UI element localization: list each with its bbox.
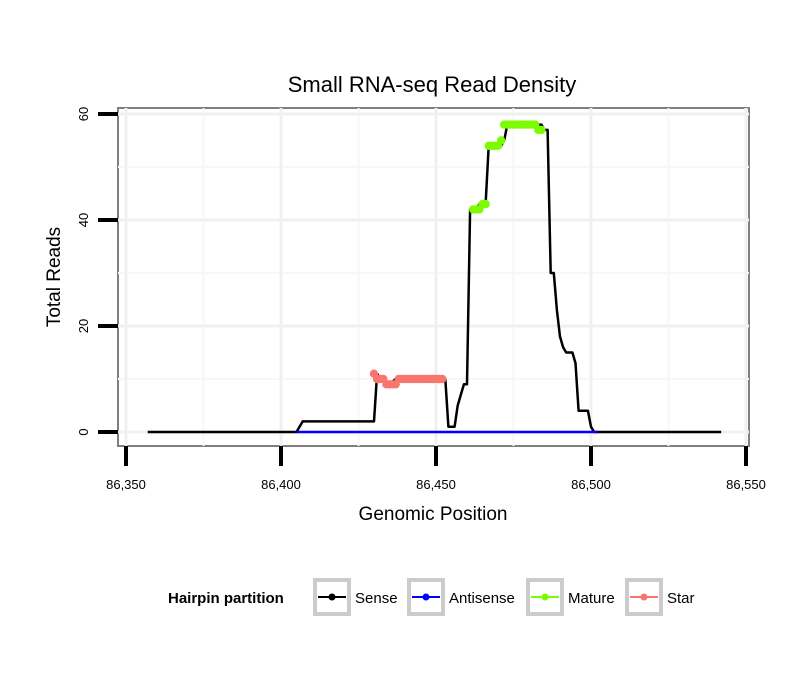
x-axis-title: Genomic Position xyxy=(359,504,508,525)
legend-label-star: Star xyxy=(667,590,695,607)
y-axis: 0 20 40 60 xyxy=(76,107,118,436)
y-tick-label: 20 xyxy=(76,319,91,333)
x-tick-label: 86,450 xyxy=(416,477,456,492)
legend-label-antisense: Antisense xyxy=(449,590,515,607)
legend-title: Hairpin partition xyxy=(168,590,284,607)
x-axis: 86,350 86,400 86,450 86,500 86,550 xyxy=(106,446,766,492)
y-tick-label: 40 xyxy=(76,213,91,227)
y-axis-title: Total Reads xyxy=(44,227,65,327)
y-tick-label: 60 xyxy=(76,107,91,121)
legend-label-sense: Sense xyxy=(355,590,398,607)
plot-panel xyxy=(117,107,750,447)
legend: Hairpin partition Sense Antisense Mature St… xyxy=(168,578,695,616)
chart-title: Small RNA-seq Read Density xyxy=(288,72,577,97)
series-points xyxy=(369,120,546,389)
legend-key-point xyxy=(422,593,430,601)
data-point-mature xyxy=(496,136,506,145)
legend-key-point xyxy=(328,593,336,601)
legend-key-point xyxy=(640,593,648,601)
data-point-mature xyxy=(537,125,546,135)
x-tick-label: 86,400 xyxy=(261,477,301,492)
data-point-mature xyxy=(481,199,490,209)
legend-key-point xyxy=(541,593,549,601)
x-tick-label: 86,350 xyxy=(106,477,146,492)
legend-label-mature: Mature xyxy=(568,590,615,607)
x-tick-label: 86,550 xyxy=(726,477,766,492)
data-point-star xyxy=(438,374,447,384)
y-tick-label: 0 xyxy=(76,428,91,435)
x-tick-label: 86,500 xyxy=(571,477,611,492)
